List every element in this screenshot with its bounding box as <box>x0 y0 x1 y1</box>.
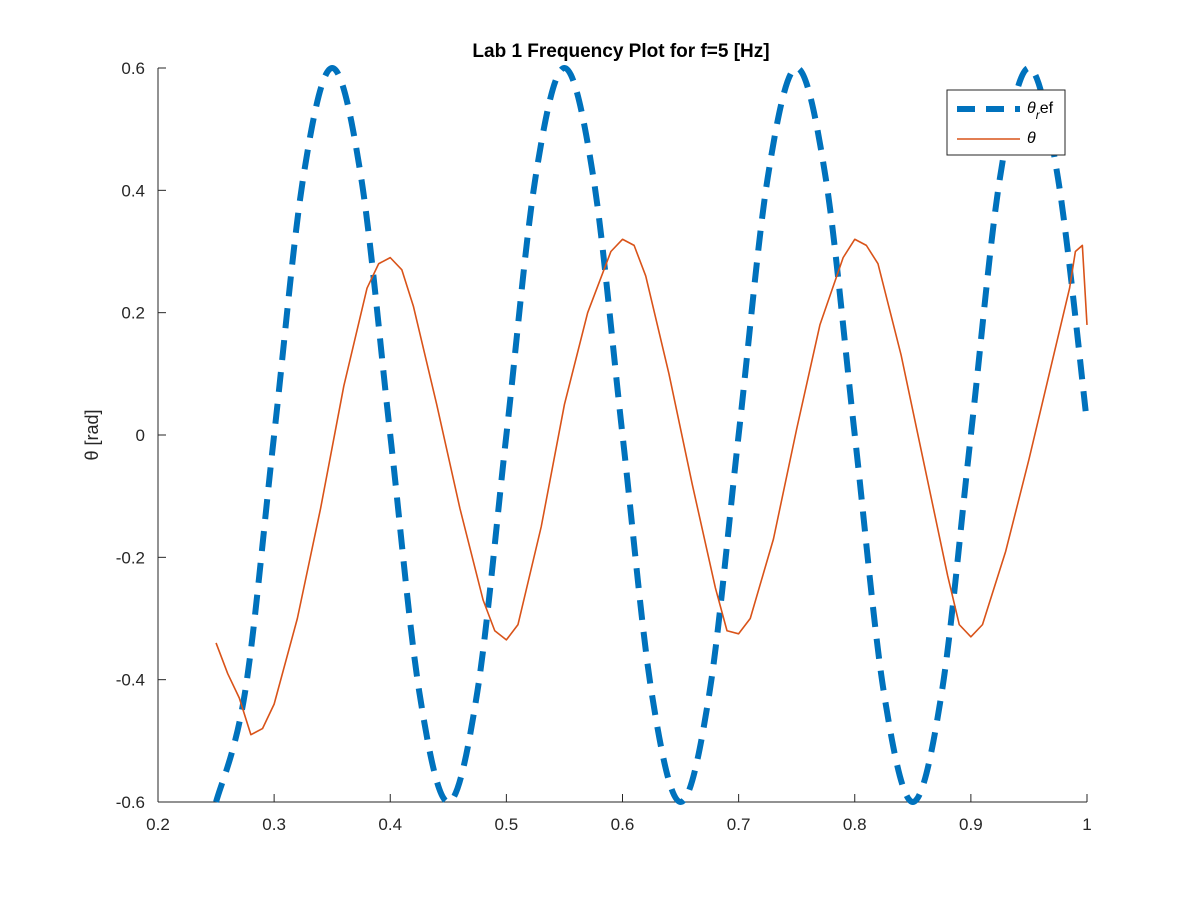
x-tick-label: 0.5 <box>495 815 519 834</box>
legend-label-theta-ref-tail: ef <box>1040 100 1054 117</box>
y-tick-label: 0 <box>136 426 145 445</box>
series-theta-ref-line <box>213 65 1090 805</box>
x-tick-label: 0.7 <box>727 815 751 834</box>
x-tick-label: 1 <box>1082 815 1091 834</box>
legend: θref θ <box>946 89 1066 156</box>
x-tick-label: 0.8 <box>843 815 867 834</box>
y-tick-label: -0.6 <box>116 793 145 812</box>
legend-label-theta-ref: θref <box>1027 100 1054 122</box>
chart-title: Lab 1 Frequency Plot for f=5 [Hz] <box>472 41 769 62</box>
series-theta-line <box>215 238 1088 736</box>
x-tick-label: 0.3 <box>262 815 286 834</box>
x-tick-label: 0.6 <box>611 815 635 834</box>
legend-label-theta-ref-main: θ <box>1027 100 1036 117</box>
y-tick-label: 0.4 <box>121 181 145 200</box>
x-ticks: 0.2 0.3 0.4 0.5 0.6 0.7 0.8 0.9 1 <box>146 794 1092 834</box>
y-axis-label: θ [rad] <box>82 409 102 460</box>
x-tick-label: 0.9 <box>959 815 983 834</box>
legend-box <box>946 89 1066 156</box>
y-tick-label: 0.2 <box>121 304 145 323</box>
x-tick-label: 0.2 <box>146 815 170 834</box>
y-ticks: -0.6 -0.4 -0.2 0 0.2 0.4 0.6 <box>116 59 166 812</box>
legend-label-theta: θ <box>1027 130 1036 147</box>
legend-label-theta-ref-sub: r <box>1036 108 1041 122</box>
y-tick-label: -0.4 <box>116 671 145 690</box>
y-tick-label: -0.2 <box>116 548 145 567</box>
x-tick-label: 0.4 <box>378 815 402 834</box>
series-layer <box>213 65 1090 805</box>
y-tick-label: 0.6 <box>121 59 145 78</box>
